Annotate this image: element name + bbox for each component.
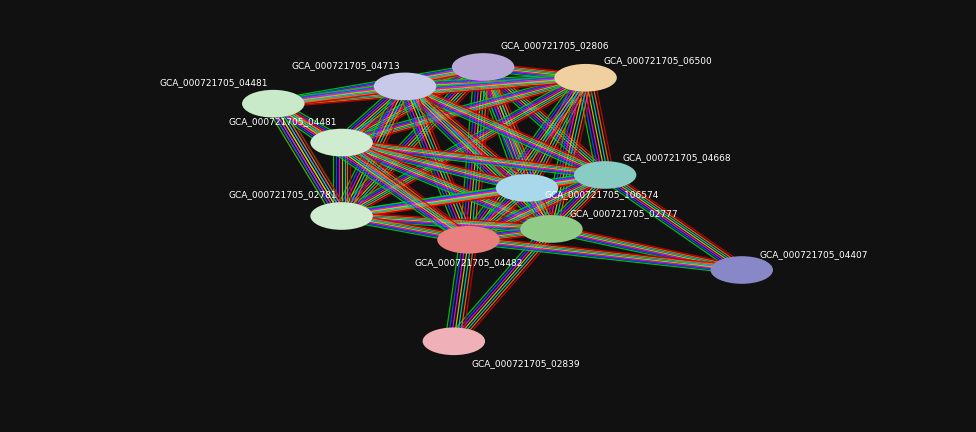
Circle shape: [242, 90, 305, 118]
Text: GCA_000721705_04407: GCA_000721705_04407: [759, 250, 868, 259]
Text: GCA_000721705_02806: GCA_000721705_02806: [501, 41, 609, 51]
Text: GCA_000721705_04481: GCA_000721705_04481: [160, 78, 268, 87]
Circle shape: [554, 64, 617, 92]
Circle shape: [374, 73, 436, 100]
Text: GCA_000721705_04713: GCA_000721705_04713: [292, 61, 400, 70]
Text: GCA_000721705_02781: GCA_000721705_02781: [228, 191, 337, 200]
Text: GCA_000721705_106574: GCA_000721705_106574: [545, 190, 659, 199]
Circle shape: [452, 53, 514, 81]
Text: GCA_000721705_04481: GCA_000721705_04481: [228, 117, 337, 126]
Text: GCA_000721705_04668: GCA_000721705_04668: [623, 153, 731, 162]
Circle shape: [574, 161, 636, 189]
Circle shape: [711, 256, 773, 284]
Text: GCA_000721705_02839: GCA_000721705_02839: [471, 359, 580, 368]
Circle shape: [310, 202, 373, 230]
Text: GCA_000721705_04482: GCA_000721705_04482: [414, 258, 523, 267]
Circle shape: [520, 215, 583, 243]
Text: GCA_000721705_02777: GCA_000721705_02777: [569, 209, 677, 218]
Circle shape: [437, 226, 500, 254]
Circle shape: [310, 129, 373, 156]
Circle shape: [423, 327, 485, 355]
Text: GCA_000721705_06500: GCA_000721705_06500: [603, 56, 712, 65]
Circle shape: [496, 174, 558, 202]
